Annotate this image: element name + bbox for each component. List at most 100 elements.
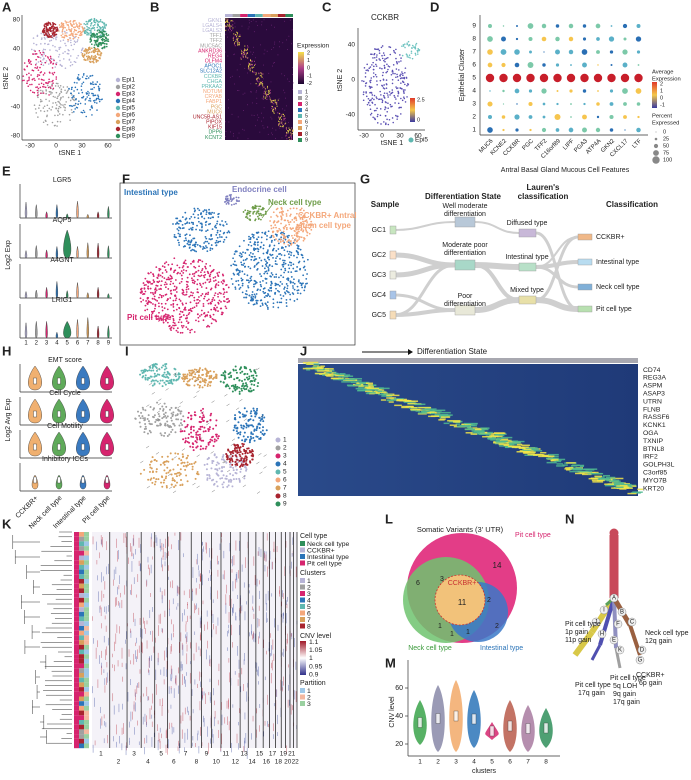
point: [101, 35, 104, 38]
point: [154, 315, 157, 318]
point: [67, 39, 70, 41]
point: [35, 43, 38, 46]
panel-title: CCKBR: [371, 13, 399, 22]
point: [235, 250, 238, 253]
point: [89, 48, 91, 51]
heat-cell: [281, 125, 283, 128]
point: [287, 243, 290, 246]
point: [392, 72, 394, 75]
sample-label: GC3: [372, 272, 387, 279]
point: [372, 116, 374, 119]
point: [187, 266, 189, 268]
point: [204, 315, 207, 318]
point: [247, 389, 250, 392]
point: [242, 387, 245, 390]
point: [40, 92, 42, 95]
point: [258, 426, 261, 429]
point: [102, 42, 105, 44]
point: [395, 76, 397, 79]
tick-label: 40: [348, 42, 356, 49]
point: [402, 45, 405, 47]
point: [82, 81, 85, 84]
point: [402, 89, 405, 91]
point: [90, 18, 93, 20]
heat-cell: [284, 117, 286, 119]
point: [176, 303, 179, 306]
point: [188, 295, 191, 298]
point: [249, 215, 251, 217]
point: [206, 314, 209, 316]
point: [199, 259, 202, 262]
point: [42, 50, 44, 52]
point: [216, 220, 219, 223]
tick-label: 8: [96, 341, 100, 347]
point: [173, 309, 175, 312]
size-key: [655, 131, 657, 133]
point: [90, 34, 93, 37]
point: [60, 103, 62, 106]
point: [93, 101, 96, 104]
heat-cell: [289, 129, 291, 132]
point: [42, 64, 45, 67]
tick-label: 2: [472, 114, 476, 121]
point: [179, 233, 181, 236]
point: [160, 302, 163, 305]
point: [168, 408, 171, 411]
heat-cell: [267, 133, 269, 135]
point: [408, 54, 411, 56]
heat-cell: [237, 89, 238, 91]
point: [192, 425, 195, 428]
size-key: [653, 150, 659, 156]
point: [154, 420, 157, 423]
point: [252, 236, 255, 239]
point: [284, 262, 287, 265]
point: [296, 250, 298, 253]
heat-cell: [291, 29, 293, 31]
point: [179, 219, 182, 222]
heat-cell: [236, 37, 237, 39]
score-title: Cell Motility: [47, 423, 83, 430]
point: [266, 304, 268, 307]
point: [203, 217, 206, 220]
point: [163, 283, 166, 286]
tick-label: 5: [66, 341, 70, 347]
point: [67, 89, 69, 92]
heat-cell: [247, 68, 249, 70]
point: [191, 281, 194, 284]
legend-swatch: [275, 453, 281, 459]
point: [237, 274, 240, 276]
point: [41, 53, 43, 56]
heat-cell: [227, 55, 229, 57]
point: [414, 44, 417, 46]
point: [56, 50, 59, 52]
point: [34, 108, 37, 110]
point: [32, 91, 34, 94]
point: [182, 272, 185, 274]
point: [287, 264, 290, 266]
violin: [35, 204, 38, 219]
point: [141, 291, 144, 293]
point: [80, 31, 83, 34]
point: [194, 271, 197, 274]
point: [212, 377, 215, 380]
point: [164, 293, 167, 296]
point: [99, 50, 101, 53]
point: [255, 263, 258, 266]
point: [43, 86, 45, 88]
point: [255, 293, 258, 295]
point: [287, 277, 290, 280]
point: [381, 54, 383, 57]
heat-cell: [279, 112, 280, 115]
point: [176, 272, 179, 275]
point: [303, 238, 306, 240]
point: [245, 410, 248, 413]
point: [206, 384, 209, 387]
point: [205, 246, 208, 249]
point: [72, 37, 75, 40]
point: [190, 239, 193, 242]
heat-cell: [259, 84, 261, 86]
gene-label: PGC: [211, 104, 222, 110]
gene-label: REG4: [208, 53, 222, 59]
score-title: Inhibitory ICCs: [42, 456, 88, 463]
point: [184, 441, 187, 444]
